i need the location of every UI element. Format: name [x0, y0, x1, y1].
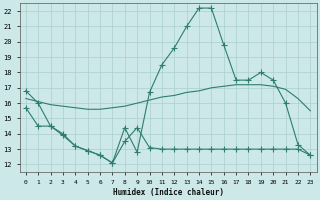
- X-axis label: Humidex (Indice chaleur): Humidex (Indice chaleur): [113, 188, 224, 197]
